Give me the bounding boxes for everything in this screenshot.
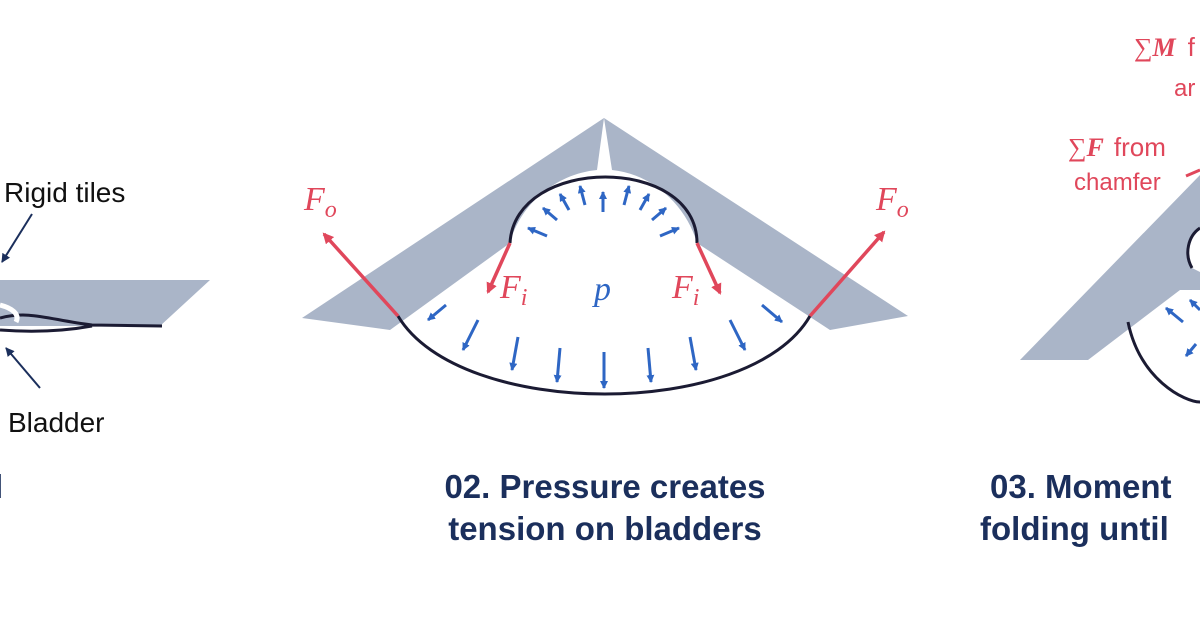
pressure-arrow — [553, 347, 562, 383]
panel-2-caption-line-1: 02. Pressure creates — [444, 468, 765, 505]
pressure-arrow — [638, 193, 651, 211]
chamfer-force-arrow — [1185, 168, 1200, 178]
panel-1-flat-state: Rigid tiles Bladder l — [0, 177, 210, 505]
rigid-tiles-pointer — [1, 213, 33, 263]
bladder-outer-arc — [396, 315, 812, 396]
pressure-arrow — [427, 303, 447, 322]
rigid-tile-left — [302, 118, 604, 330]
bladder-label: Bladder — [8, 407, 105, 438]
tension-force-arrows — [322, 230, 886, 318]
panel-2-caption-line-2: tension on bladders — [448, 510, 762, 547]
pressure-arrows-upper — [527, 185, 680, 238]
inner-force-label-left: Fi — [499, 269, 527, 311]
outer-force-arrow-left — [322, 232, 400, 318]
rigid-tile-right — [604, 118, 908, 330]
sum-moment-label-line-2: ar — [1174, 75, 1195, 102]
inner-force-arrow-left — [486, 242, 512, 294]
panel-3-pressure-arrow — [1188, 298, 1200, 312]
pressure-arrow — [688, 336, 699, 371]
sum-force-label: ∑F from — [1068, 132, 1166, 162]
panel-3-caption-line-2: folding until — [980, 510, 1169, 547]
bladder-tilted — [1126, 226, 1200, 404]
panel-3-pressure-arrow — [1165, 306, 1184, 324]
pressure-arrow — [728, 319, 747, 351]
panel-3-moment-folding: ∑M f ar ∑F from chamfer 03. Moment folding… — [980, 32, 1200, 547]
pressure-arrow — [646, 347, 655, 383]
pressure-arrow — [461, 319, 480, 351]
panel-2-pressure-tension: Fo Fo Fi Fi p 02. Pressure creates tensi… — [302, 118, 909, 547]
inner-force-arrow-right — [695, 242, 722, 295]
sum-force-label-line-2: chamfer — [1074, 169, 1161, 196]
pressure-arrow — [542, 206, 558, 222]
pressure-arrow — [558, 193, 571, 211]
bladder-flat — [0, 313, 163, 333]
bladder-inner-arc — [508, 175, 699, 244]
pressure-arrow — [659, 226, 680, 238]
pressure-arrows-lower — [427, 303, 783, 389]
pressure-label: p — [592, 271, 611, 308]
outer-force-label-right: Fo — [875, 181, 909, 223]
panel-3-pressure-arrow — [1184, 343, 1198, 357]
pressure-arrow — [527, 226, 548, 238]
sum-moment-label: ∑M f — [1134, 32, 1196, 62]
pressure-arrow — [509, 336, 520, 371]
bladder-pointer — [5, 347, 41, 389]
outer-force-label-left: Fo — [303, 181, 337, 223]
panel-3-caption-line-1: 03. Moment — [990, 468, 1172, 505]
pressure-arrow — [622, 185, 632, 206]
rigid-tile-tilted — [1020, 175, 1200, 360]
outer-force-arrow-right — [808, 230, 886, 318]
pressure-arrow — [651, 206, 667, 222]
rigid-tile-flat — [0, 280, 210, 326]
inner-force-label-right: Fi — [671, 269, 699, 311]
rigid-tiles-label: Rigid tiles — [4, 177, 125, 208]
pressure-arrow — [577, 185, 587, 206]
pressure-arrow — [761, 303, 783, 324]
panel-1-caption: l — [0, 468, 3, 505]
bladder-flat-shine — [0, 302, 20, 324]
